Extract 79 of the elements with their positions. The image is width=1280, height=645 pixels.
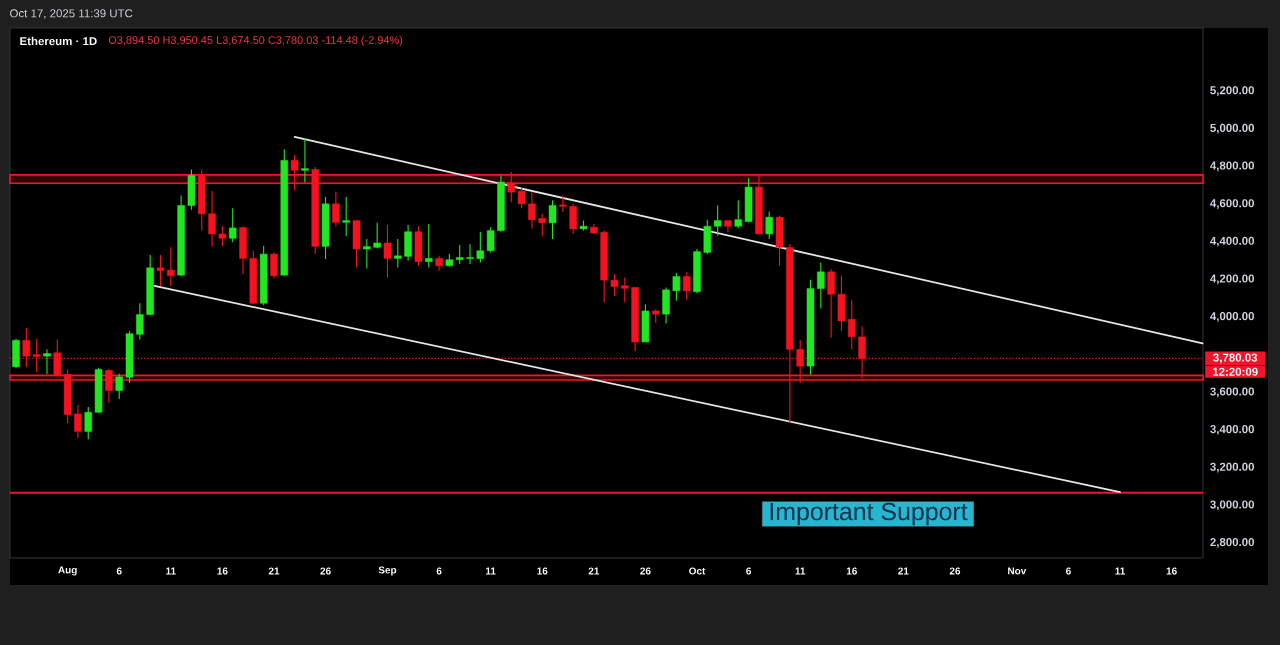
candlestick [672,272,681,302]
candlestick [301,137,309,183]
x-tick-label: 16 [217,567,228,575]
text: Oct 17, 2025 11:39 UTC [10,9,133,19]
candlestick [610,273,619,297]
x-tick-label: 16 [1166,567,1177,575]
candlestick [156,254,165,287]
y-tick-label: 3,200.00 [1210,462,1255,473]
x-tick-label: 11 [1115,567,1126,575]
candlestick [84,406,93,440]
candlestick [167,246,175,287]
candlestick [569,203,577,235]
x-tick-label: 11 [166,567,176,575]
candlestick [559,195,567,213]
y-tick-label: 3,400.00 [1210,425,1255,435]
y-tick-label: 4,200.00 [1210,274,1255,285]
ref-line-label: 3,780.03 [1213,353,1258,364]
candlestick [363,238,371,269]
x-tick-label: 6 [436,567,442,575]
x-tick-label: 26 [320,567,331,575]
candlestick [486,226,495,253]
x-tick-label: 6 [746,567,752,575]
candlestick [270,251,278,279]
x-tick-label: 6 [1066,567,1071,575]
y-tick-label: 3,600.00 [1210,387,1255,398]
candlestick [342,196,350,237]
candlestick [424,223,433,269]
x-tick-label: 26 [949,567,961,575]
x-tick-label: Aug [58,566,77,576]
y-tick-label: 4,400.00 [1210,236,1255,247]
candlestick [74,404,82,439]
x-tick-label: 26 [640,567,651,575]
y-tick-label: 4,000.00 [1210,312,1255,322]
candlestick [332,190,340,227]
candlestick [817,261,825,310]
x-tick-label: Nov [1008,567,1027,575]
y-tick-label: 2,800.00 [1210,538,1255,548]
x-tick-label: 11 [795,567,806,575]
candlestick [765,211,773,240]
candlestick [476,231,485,263]
y-tick-label: 5,200.00 [1210,86,1255,96]
y-tick-label: 4,800.00 [1210,161,1255,172]
x-tick-label: 21 [588,567,600,575]
candlestick [455,244,464,265]
candlestick [43,348,51,375]
annotation: Important Support [770,502,968,526]
x-tick-label: Sep [378,566,397,576]
y-tick-label: 4,600.00 [1210,199,1255,209]
text: Ethereum · 1D [20,36,97,46]
candlestick [466,243,474,265]
candlestick [218,225,227,247]
candlestick [136,302,144,340]
candlestick [528,191,536,230]
candlestick [115,373,123,400]
candlestick [228,207,237,243]
candlestick [373,222,381,249]
y-tick-label: 5,000.00 [1210,123,1255,134]
candlestick [394,238,402,269]
x-tick-label: 6 [116,567,122,575]
candlestick [848,299,856,350]
text: 12:20:09 [1212,367,1258,376]
x-tick-label: 21 [268,567,280,575]
candlestick [621,276,629,304]
x-tick-label: Oct [689,567,706,575]
annotation: O3,894.50 H3,950.45 L3,674.50 C3,780.03 -114.48 (-2.94%) [108,35,403,47]
candlestick [517,186,526,209]
candlestick [827,268,835,339]
candlestick [383,224,392,278]
candlestick [548,199,557,240]
x-tick-label: 16 [846,567,857,575]
candlestick [734,199,743,229]
candlestick [713,204,722,237]
candlestick [538,213,546,237]
y-tick-label: 3,000.00 [1210,500,1255,511]
candlestick [208,190,216,247]
x-tick-label: 21 [898,567,909,575]
x-tick-label: 11 [486,567,496,575]
x-tick-label: 16 [537,567,548,575]
candlestick [682,271,691,301]
